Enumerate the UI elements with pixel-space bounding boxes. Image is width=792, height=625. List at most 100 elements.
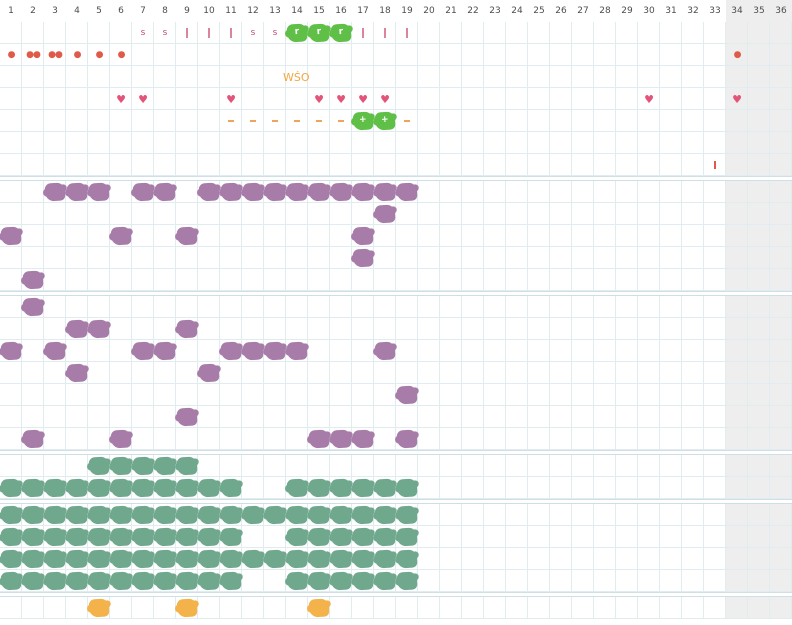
entry-teal[interactable] [374, 548, 396, 570]
grid-cell[interactable] [418, 296, 440, 318]
grid-cell[interactable] [198, 269, 220, 291]
entry-purple[interactable] [374, 340, 396, 362]
grid-cell[interactable] [330, 66, 352, 88]
drop-mark[interactable]: ● [0, 44, 22, 66]
grid-cell[interactable] [550, 570, 572, 592]
grid-cell[interactable] [770, 154, 792, 176]
grid-cell[interactable] [462, 44, 484, 66]
grid-cell[interactable] [462, 455, 484, 477]
grid-cell[interactable] [198, 406, 220, 428]
grid-cell[interactable] [242, 428, 264, 450]
grid-cell[interactable] [484, 504, 506, 526]
grid-cell[interactable] [352, 66, 374, 88]
grid-cell[interactable] [660, 225, 682, 247]
grid-cell[interactable] [154, 22, 176, 44]
grid-cell[interactable] [396, 247, 418, 269]
entry-purple[interactable] [132, 340, 154, 362]
grid-cell[interactable] [418, 362, 440, 384]
grid-cell[interactable] [704, 548, 726, 570]
grid-cell[interactable] [440, 504, 462, 526]
grid-cell[interactable] [660, 296, 682, 318]
entry-purple[interactable] [198, 181, 220, 203]
grid-cell[interactable] [0, 154, 22, 176]
grid-cell[interactable] [44, 455, 66, 477]
grid-cell[interactable] [572, 181, 594, 203]
grid-cell[interactable] [440, 548, 462, 570]
green-mark[interactable]: r [308, 22, 330, 44]
grid-cell[interactable] [572, 203, 594, 225]
grid-cell[interactable] [88, 181, 110, 203]
grid-cell[interactable] [704, 110, 726, 132]
grid-cell[interactable] [682, 132, 704, 154]
grid-cell[interactable] [506, 477, 528, 499]
grid-cell[interactable] [682, 428, 704, 450]
grid-cell[interactable] [88, 340, 110, 362]
grid-cell[interactable] [748, 154, 770, 176]
entry-teal[interactable] [352, 570, 374, 592]
grid-cell[interactable] [440, 44, 462, 66]
grid-cell[interactable] [242, 88, 264, 110]
grid-cell[interactable] [506, 455, 528, 477]
grid-cell[interactable] [616, 154, 638, 176]
grid-cell[interactable] [66, 384, 88, 406]
grid-cell[interactable] [22, 597, 44, 619]
grid-cell[interactable] [286, 203, 308, 225]
grid-cell[interactable] [594, 340, 616, 362]
grid-cell[interactable] [462, 132, 484, 154]
grid-cell[interactable] [462, 247, 484, 269]
grid-cell[interactable] [616, 340, 638, 362]
grid-cell[interactable] [176, 225, 198, 247]
grid-cell[interactable] [110, 340, 132, 362]
green-mark[interactable]: + [374, 110, 396, 132]
grid-cell[interactable] [726, 247, 748, 269]
grid-cell[interactable] [352, 362, 374, 384]
grid-cell[interactable] [550, 181, 572, 203]
grid-cell[interactable] [638, 110, 660, 132]
grid-cell[interactable] [0, 66, 22, 88]
grid-cell[interactable] [462, 110, 484, 132]
drop-mark[interactable]: ●● [44, 44, 66, 66]
grid-cell[interactable] [462, 22, 484, 44]
entry-orange[interactable] [308, 597, 330, 619]
grid-cell[interactable] [704, 570, 726, 592]
grid-cell[interactable] [440, 455, 462, 477]
entry-teal[interactable] [352, 526, 374, 548]
grid-cell[interactable] [154, 181, 176, 203]
grid-cell[interactable] [638, 247, 660, 269]
entry-teal[interactable] [198, 548, 220, 570]
grid-cell[interactable] [660, 132, 682, 154]
grid-cell[interactable] [132, 110, 154, 132]
grid-cell[interactable] [528, 132, 550, 154]
grid-cell[interactable] [22, 428, 44, 450]
grid-cell[interactable] [374, 597, 396, 619]
grid-cell[interactable] [770, 526, 792, 548]
grid-cell[interactable] [638, 154, 660, 176]
grid-cell[interactable] [682, 597, 704, 619]
grid-cell[interactable] [220, 477, 242, 499]
grid-cell[interactable] [506, 526, 528, 548]
entry-purple[interactable] [44, 340, 66, 362]
grid-cell[interactable] [220, 526, 242, 548]
grid-cell[interactable] [506, 597, 528, 619]
grid-cell[interactable] [616, 66, 638, 88]
grid-cell[interactable] [418, 428, 440, 450]
grid-cell[interactable] [88, 296, 110, 318]
grid-cell[interactable] [22, 455, 44, 477]
entry-teal[interactable] [44, 477, 66, 499]
grid-cell[interactable] [616, 504, 638, 526]
grid-cell[interactable] [308, 247, 330, 269]
grid-cell[interactable] [44, 154, 66, 176]
grid-cell[interactable] [638, 340, 660, 362]
grid-cell[interactable] [484, 597, 506, 619]
grid-cell[interactable] [22, 44, 44, 66]
entry-teal[interactable] [352, 548, 374, 570]
grid-cell[interactable] [638, 225, 660, 247]
grid-cell[interactable] [352, 247, 374, 269]
grid-cell[interactable] [198, 88, 220, 110]
grid-cell[interactable] [440, 154, 462, 176]
grid-cell[interactable] [528, 225, 550, 247]
entry-teal[interactable] [132, 570, 154, 592]
entry-teal[interactable] [176, 477, 198, 499]
grid-cell[interactable] [308, 269, 330, 291]
grid-cell[interactable] [550, 362, 572, 384]
